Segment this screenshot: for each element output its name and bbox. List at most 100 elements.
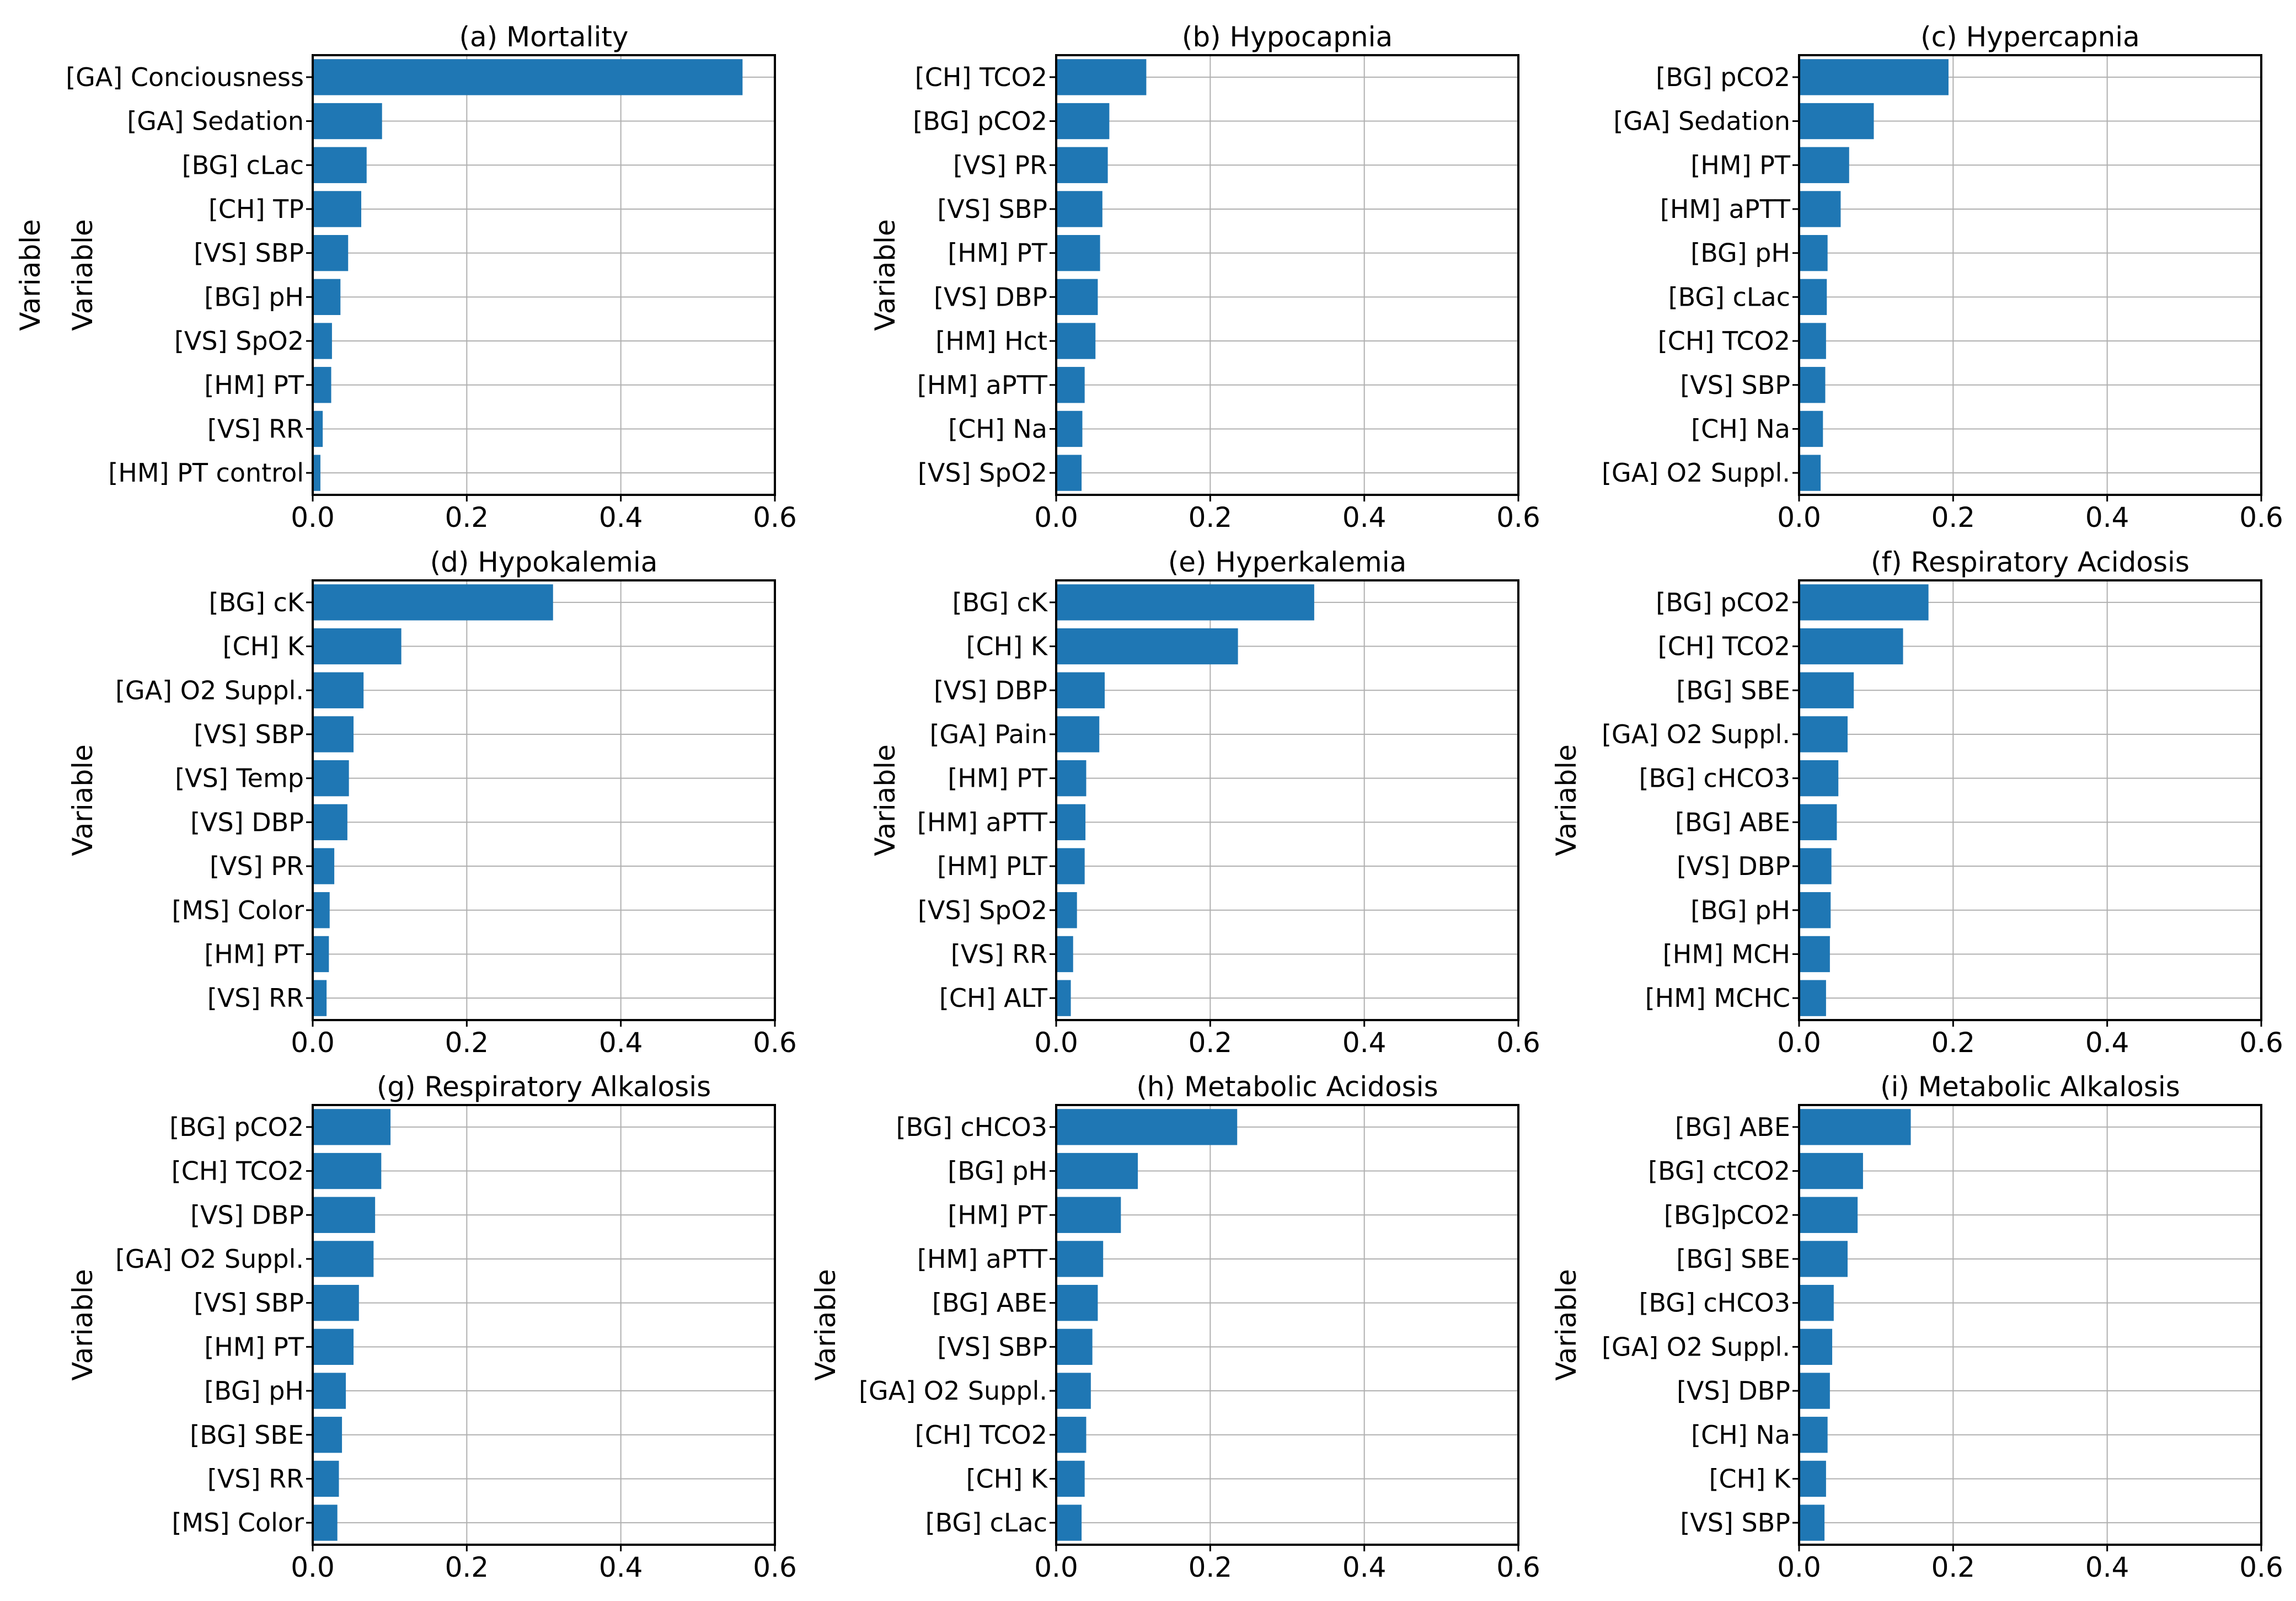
bar (1056, 1328, 1093, 1365)
plot-frame (1055, 579, 1519, 1021)
bar (1056, 1504, 1082, 1541)
category-label: [BG] ctCO2 (1648, 1156, 1790, 1186)
bar (1799, 804, 1837, 841)
x-tick-label: 0.2 (445, 1027, 489, 1059)
category-label: [VS] SpO2 (918, 458, 1047, 488)
bar (1056, 628, 1238, 665)
bar (313, 804, 347, 841)
bar (313, 1241, 374, 1277)
bar (1056, 760, 1087, 797)
chart-title: (c) Hypercapnia (1920, 21, 2140, 53)
bar (313, 584, 553, 621)
bar (313, 760, 349, 797)
chart-title: (d) Hypokalemia (430, 546, 658, 578)
chart-panel-5: [BG] cK [CH] K [VS] DBP [GA] Pain [HM] PT [HM… (869, 546, 1540, 1059)
chart-title: (a) Mortality (459, 21, 628, 53)
bar (1056, 279, 1098, 316)
category-label: [BG] cK (952, 588, 1048, 617)
category-label: [VS] PR (210, 851, 304, 881)
y-axis-label: Variable (67, 744, 99, 856)
bar (1799, 1373, 1830, 1409)
x-tick-label: 0.0 (291, 1027, 335, 1059)
y-axis-label: Variable (810, 1269, 842, 1380)
x-tick-label: 0.0 (291, 1551, 335, 1583)
bar (313, 367, 331, 403)
x-tick-label: 0.6 (753, 501, 797, 533)
bar (1799, 147, 1849, 183)
chart-panel-6: [BG] pCO2 [CH] TCO2 [BG] SBE [GA] O2 Suppl.… (1550, 546, 2283, 1059)
x-tick-label: 0.0 (1034, 501, 1078, 533)
x-tick-label: 0.6 (2239, 1027, 2283, 1059)
category-label: [HM] aPTT (1660, 194, 1791, 224)
bar (313, 1109, 391, 1145)
x-tick-label: 0.2 (1189, 501, 1233, 533)
x-tick-label: 0.2 (445, 501, 489, 533)
bar (313, 1328, 354, 1365)
category-label: [HM] PLT (937, 851, 1048, 881)
bar (1799, 1504, 1825, 1541)
category-label: [HM] PT (948, 764, 1048, 793)
x-tick-label: 0.2 (1931, 501, 1976, 533)
category-label: [VS] DBP (1677, 851, 1790, 881)
bar (1799, 628, 1903, 665)
category-label: [HM] aPTT (917, 1244, 1048, 1274)
category-label: [VS] Temp (175, 764, 304, 793)
chart-panel-8: [BG] cHCO3 [BG] pH [HM] PT [HM] aPTT [BG] AB… (810, 1071, 1540, 1583)
plot-frame (1055, 1104, 1519, 1546)
x-tick-label: 0.2 (1189, 1551, 1233, 1583)
x-tick-label: 0.4 (599, 501, 643, 533)
bar (1056, 455, 1082, 491)
bar (1056, 323, 1096, 359)
category-label: [CH] K (223, 632, 305, 661)
category-label: [BG] ABE (932, 1288, 1047, 1318)
category-label: [VS] SBP (1680, 370, 1790, 400)
category-label: [HM] PT (204, 370, 304, 400)
category-label: [VS] RR (207, 1464, 304, 1493)
x-tick-label: 0.0 (1777, 501, 1821, 533)
category-label: [HM] aPTT (917, 370, 1048, 400)
category-label: [CH] Na (1691, 414, 1790, 444)
bar (313, 59, 743, 95)
category-label: [HM] MCHC (1645, 983, 1790, 1013)
bar (313, 1460, 339, 1497)
bar (1799, 279, 1827, 316)
x-tick-label: 0.4 (2085, 1027, 2129, 1059)
category-label: [BG] ABE (1675, 1112, 1790, 1142)
chart-title: (g) Respiratory Alkalosis (377, 1071, 711, 1103)
chart-title: (h) Metabolic Acidosis (1136, 1071, 1438, 1103)
category-label: [BG] ABE (1675, 807, 1790, 837)
bar (313, 1197, 376, 1233)
category-label: [BG]pCO2 (1664, 1200, 1790, 1230)
x-tick-label: 0.2 (1931, 1551, 1976, 1583)
bar (1056, 234, 1100, 271)
category-label: [GA] O2 Suppl. (115, 1244, 304, 1274)
category-label: [HM] Hct (935, 326, 1047, 356)
bar (313, 716, 354, 753)
plot-frame (1798, 54, 2262, 496)
category-label: [CH] TCO2 (1658, 632, 1790, 661)
bar (313, 672, 364, 708)
bar (1056, 1373, 1091, 1409)
bar (1056, 1460, 1085, 1497)
bar (313, 892, 330, 928)
chart-panel-2: [CH] TCO2 [BG] pCO2 [VS] PR [VS] SBP [HM] PT… (67, 21, 1540, 533)
bar (1056, 1152, 1138, 1189)
category-label: [CH] TCO2 (1658, 326, 1790, 356)
bar (1799, 191, 1841, 227)
x-tick-label: 0.6 (2239, 501, 2283, 533)
category-label: [CH] TP (208, 194, 304, 224)
category-label: [BG] SBE (1676, 675, 1790, 705)
x-tick-label: 0.4 (2085, 1551, 2129, 1583)
bar (1056, 1241, 1104, 1277)
category-label: [HM] MCH (1663, 939, 1790, 969)
bar (1799, 1152, 1863, 1189)
x-tick-label: 0.6 (1496, 501, 1540, 533)
chart-title: (i) Metabolic Alkalosis (1880, 1071, 2180, 1103)
chart-panel-3: [BG] pCO2 [GA] Sedation [HM] PT [HM] aPTT [B… (869, 21, 2283, 533)
bar (1056, 584, 1314, 621)
chart-panel-7: [BG] pCO2 [CH] TCO2 [VS] DBP [GA] O2 Suppl.… (67, 1071, 797, 1583)
bar (1799, 103, 1874, 140)
x-tick-label: 0.4 (1342, 1551, 1387, 1583)
category-label: [BG] pH (1690, 238, 1790, 268)
bar (313, 980, 327, 1016)
